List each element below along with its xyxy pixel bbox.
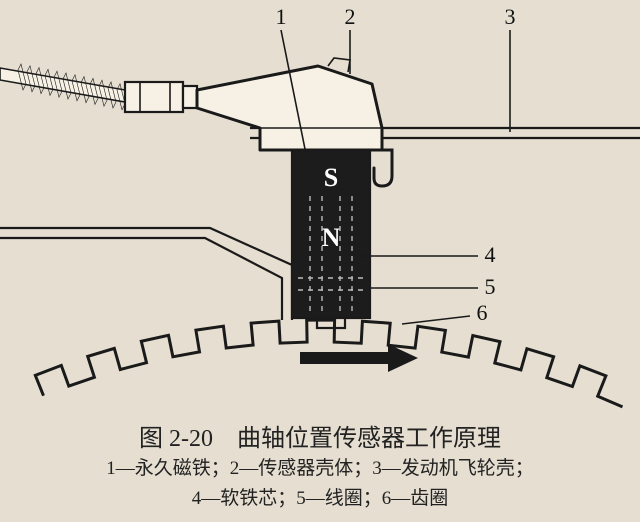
svg-text:5: 5 xyxy=(485,274,496,299)
svg-text:6: 6 xyxy=(477,300,488,325)
legend-line-2: 4—软铁芯；5—线圈；6—齿圈 xyxy=(0,482,640,516)
svg-text:S: S xyxy=(324,163,338,192)
svg-text:N: N xyxy=(322,223,341,252)
svg-text:2: 2 xyxy=(345,4,356,29)
svg-text:4: 4 xyxy=(485,242,496,267)
figure-title-text: 曲轴位置传感器工作原理 xyxy=(237,426,501,452)
figure-number: 图 2-20 xyxy=(139,426,213,452)
diagram-page: SN 123456 图 2-20 曲轴位置传感器工作原理 1—永久磁铁；2—传感… xyxy=(0,0,640,522)
svg-text:3: 3 xyxy=(505,4,516,29)
svg-text:1: 1 xyxy=(276,4,287,29)
magnet-core-coil: SN xyxy=(292,150,370,328)
